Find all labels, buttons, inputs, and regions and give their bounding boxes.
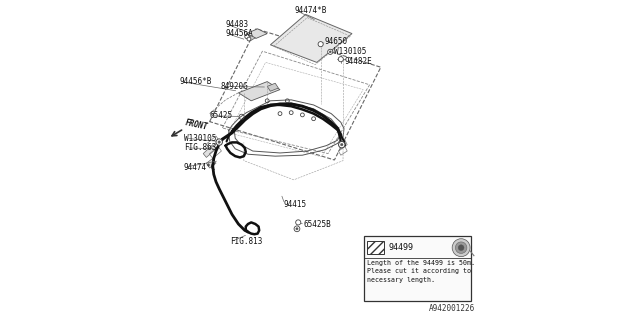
Text: 94483: 94483 <box>226 20 249 29</box>
Polygon shape <box>270 14 352 62</box>
Text: 84920G: 84920G <box>221 82 248 91</box>
Circle shape <box>338 57 343 62</box>
Polygon shape <box>268 83 278 91</box>
Text: W130105: W130105 <box>184 134 216 143</box>
Text: FIG.863: FIG.863 <box>184 143 216 152</box>
Circle shape <box>296 228 298 230</box>
Text: 94499: 94499 <box>388 243 413 252</box>
Text: 94482E: 94482E <box>345 57 372 66</box>
Circle shape <box>458 245 464 251</box>
Circle shape <box>216 139 223 145</box>
Text: FRONT: FRONT <box>184 119 209 132</box>
Polygon shape <box>239 82 280 101</box>
Circle shape <box>247 37 251 41</box>
Circle shape <box>294 226 300 232</box>
Text: A942001226: A942001226 <box>429 304 475 313</box>
Text: 94474*C: 94474*C <box>184 163 216 172</box>
Polygon shape <box>206 158 216 168</box>
Text: Length of the 94499 is 50m.
Please cut it according to
necessary length.: Length of the 94499 is 50m. Please cut i… <box>367 260 475 283</box>
Circle shape <box>339 141 345 148</box>
Circle shape <box>318 42 323 47</box>
Text: 65425: 65425 <box>210 111 233 120</box>
Text: 65425B: 65425B <box>303 220 331 229</box>
Text: 94650: 94650 <box>325 37 348 46</box>
Circle shape <box>296 220 301 225</box>
Text: 94456*B: 94456*B <box>179 77 212 86</box>
Polygon shape <box>204 145 216 157</box>
Circle shape <box>218 141 220 143</box>
Circle shape <box>340 143 343 146</box>
Text: 94474*B: 94474*B <box>294 6 327 15</box>
Circle shape <box>456 242 467 253</box>
Circle shape <box>328 49 333 54</box>
Circle shape <box>244 34 250 39</box>
Text: FIG.813: FIG.813 <box>230 237 262 246</box>
Bar <box>367 241 384 254</box>
Circle shape <box>329 51 332 53</box>
Circle shape <box>452 239 470 257</box>
Text: 94415: 94415 <box>283 200 307 209</box>
Polygon shape <box>247 36 255 40</box>
Bar <box>364 236 471 301</box>
Text: W130105: W130105 <box>334 47 367 56</box>
Polygon shape <box>246 29 268 38</box>
Text: 94456A: 94456A <box>226 29 253 38</box>
